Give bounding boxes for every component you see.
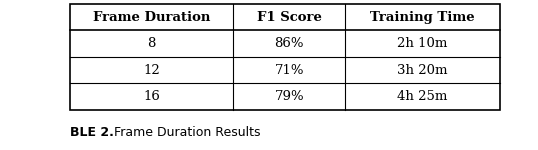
Text: 16: 16	[143, 90, 160, 103]
Text: Frame Duration Results: Frame Duration Results	[110, 126, 261, 140]
Text: Training Time: Training Time	[370, 11, 475, 24]
Text: 71%: 71%	[274, 64, 304, 77]
Text: 2h 10m: 2h 10m	[398, 37, 448, 50]
Text: 8: 8	[147, 37, 156, 50]
Text: 3h 20m: 3h 20m	[398, 64, 448, 77]
Text: 79%: 79%	[274, 90, 304, 103]
Text: 86%: 86%	[274, 37, 304, 50]
Text: F1 Score: F1 Score	[257, 11, 322, 24]
Text: Frame Duration: Frame Duration	[93, 11, 210, 24]
Text: 4h 25m: 4h 25m	[398, 90, 448, 103]
Text: BLE 2.: BLE 2.	[70, 126, 114, 140]
Text: 12: 12	[143, 64, 160, 77]
